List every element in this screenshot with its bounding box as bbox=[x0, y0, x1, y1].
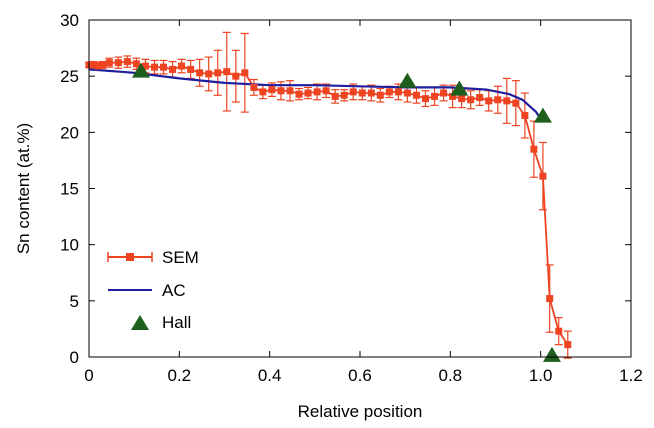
hall-marker bbox=[450, 80, 469, 96]
hall-marker bbox=[533, 107, 552, 123]
sem-marker bbox=[241, 69, 249, 77]
sem-marker bbox=[160, 63, 168, 71]
legend-entry-sem: SEM bbox=[107, 248, 199, 267]
ac-series-line bbox=[88, 68, 542, 120]
sem-marker bbox=[521, 111, 529, 119]
legend-entry-hall: Hall bbox=[131, 313, 191, 332]
x-tick-label: 1.2 bbox=[619, 366, 643, 385]
sem-marker bbox=[123, 58, 131, 66]
sem-marker bbox=[403, 89, 411, 97]
sem-marker bbox=[449, 92, 457, 100]
sem-marker bbox=[385, 88, 393, 96]
sem-marker bbox=[485, 97, 493, 105]
axes: 0 0.2 0.4 0.6 0.8 1.0 1.2 0 5 10 15 20 25 30 bbox=[60, 11, 643, 385]
legend-label-ac: AC bbox=[162, 281, 186, 300]
sem-marker bbox=[476, 94, 484, 102]
sem-marker bbox=[467, 96, 475, 104]
sem-marker bbox=[295, 90, 303, 98]
y-tick-label: 10 bbox=[60, 236, 79, 255]
sem-series-line bbox=[89, 60, 569, 346]
sem-marker bbox=[277, 87, 285, 95]
x-tick-label: 0.6 bbox=[348, 366, 372, 385]
sem-marker bbox=[539, 172, 547, 180]
y-tick-label: 20 bbox=[60, 123, 79, 142]
sem-marker bbox=[259, 88, 267, 96]
sem-marker bbox=[141, 62, 149, 70]
sem-marker bbox=[304, 89, 312, 97]
sem-marker bbox=[169, 65, 177, 73]
sem-marker bbox=[503, 97, 511, 105]
sem-marker bbox=[494, 96, 502, 104]
hall-marker bbox=[131, 62, 150, 78]
sem-marker bbox=[205, 70, 213, 78]
legend-marker-sem bbox=[126, 253, 134, 261]
sem-marker bbox=[268, 86, 276, 94]
y-tick-label: 0 bbox=[70, 348, 79, 367]
legend-label-hall: Hall bbox=[162, 313, 191, 332]
y-tick-label: 25 bbox=[60, 67, 79, 86]
sem-marker bbox=[458, 95, 466, 103]
sem-marker bbox=[286, 87, 294, 95]
y-axis-title: Sn content (at.%) bbox=[14, 123, 33, 254]
x-tick-label: 0.8 bbox=[439, 366, 463, 385]
sem-marker bbox=[214, 69, 222, 77]
sem-marker bbox=[412, 91, 420, 99]
sem-marker bbox=[313, 88, 321, 96]
sem-marker bbox=[358, 89, 366, 97]
sem-marker bbox=[322, 87, 330, 95]
sem-marker bbox=[555, 327, 563, 335]
sem-marker bbox=[114, 59, 122, 67]
x-tick-label: 1.0 bbox=[529, 366, 553, 385]
sem-marker bbox=[376, 91, 384, 99]
legend-entry-ac: AC bbox=[108, 281, 186, 300]
sem-marker bbox=[250, 83, 258, 91]
sem-marker bbox=[512, 99, 520, 107]
plot-area bbox=[85, 31, 572, 362]
y-tick-label: 5 bbox=[70, 292, 79, 311]
sem-marker bbox=[440, 89, 448, 97]
sem-marker bbox=[340, 91, 348, 99]
sem-marker bbox=[564, 341, 572, 349]
sem-marker bbox=[99, 61, 107, 69]
hall-marker bbox=[398, 72, 417, 88]
legend-label-sem: SEM bbox=[162, 248, 199, 267]
sem-marker bbox=[178, 62, 186, 70]
x-tick-label: 0 bbox=[84, 366, 93, 385]
y-tick-label: 15 bbox=[60, 180, 79, 199]
hall-marker bbox=[542, 346, 561, 362]
legend: SEM AC Hall bbox=[107, 248, 199, 332]
y-tick-label: 30 bbox=[60, 11, 79, 30]
sem-marker bbox=[530, 145, 538, 153]
x-axis-title: Relative position bbox=[298, 402, 423, 421]
sem-marker bbox=[150, 63, 158, 71]
sem-marker bbox=[232, 72, 240, 80]
sem-marker bbox=[421, 95, 429, 103]
legend-marker-hall bbox=[131, 315, 149, 330]
sem-marker bbox=[431, 92, 439, 100]
sem-marker bbox=[90, 61, 98, 69]
sem-marker bbox=[367, 89, 375, 97]
sem-marker bbox=[94, 62, 102, 70]
sem-marker bbox=[132, 60, 140, 68]
x-tick-label: 0.2 bbox=[168, 366, 192, 385]
sem-marker bbox=[331, 92, 339, 100]
sem-marker bbox=[546, 295, 554, 303]
sem-marker bbox=[105, 59, 113, 67]
sem-marker bbox=[187, 65, 195, 73]
sem-marker bbox=[394, 88, 402, 96]
x-tick-label: 0.4 bbox=[258, 366, 282, 385]
sem-marker bbox=[196, 69, 204, 77]
sem-marker bbox=[223, 68, 231, 76]
sem-marker bbox=[349, 88, 357, 96]
